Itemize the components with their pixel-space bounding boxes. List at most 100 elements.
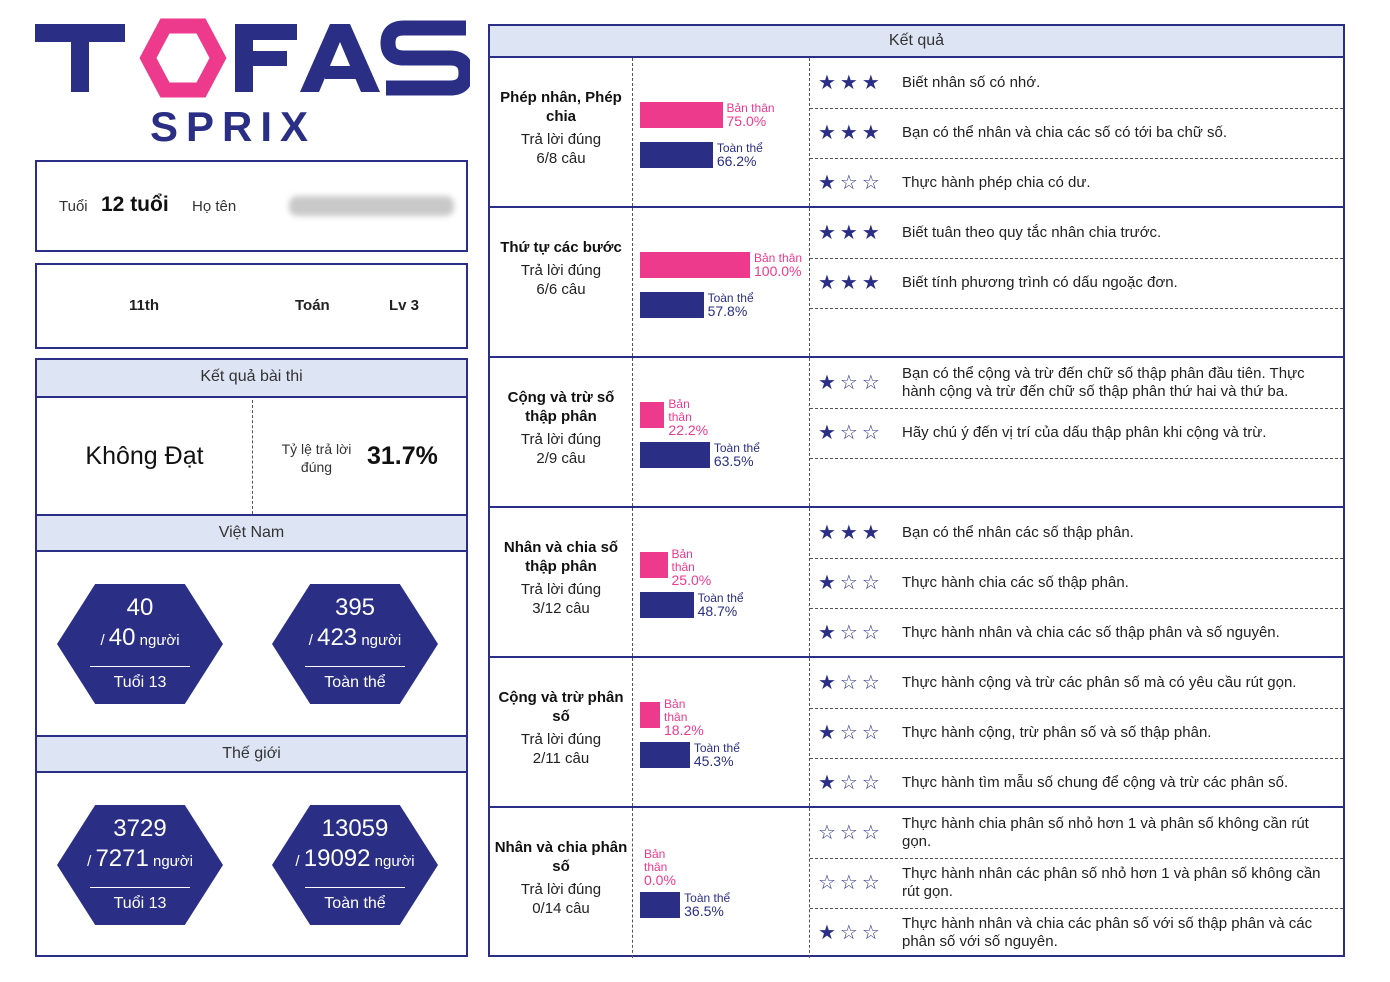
world-age-rank: 3729 / 7271 người Tuổi 13: [57, 805, 223, 925]
self-score-label: Bản thân 18.2%: [664, 698, 704, 738]
name-label: Họ tên: [192, 198, 237, 215]
skill-item: ★☆☆ Thực hành tìm mẫu số chung để cộng và…: [810, 758, 1343, 808]
overall-label-text: Toàn thể: [716, 141, 763, 155]
topic-row: Nhân và chia số thập phân Trả lời đúng 3/1…: [490, 508, 1343, 658]
skill-item: ★★★ Biết tính phương trình có dấu ngoặc đ…: [810, 258, 1343, 308]
item-divider: [810, 858, 1343, 859]
world-header: Thế giới: [37, 735, 466, 773]
overall-label-text: Toàn thể: [707, 291, 754, 305]
rank-total: 7271: [95, 845, 149, 872]
answered-score: 6/8 câu: [536, 150, 586, 167]
rank-group: Toàn thể: [324, 895, 386, 912]
topic-title: Cộng và trừ số thập phân: [507, 389, 615, 425]
item-divider: [810, 458, 1343, 459]
star-rating-icon: ★☆☆: [818, 622, 884, 644]
skill-description: Bạn có thể nhân và chia các số có tới ba…: [902, 124, 1228, 141]
divider: [632, 508, 633, 656]
topic-title: Cộng và trừ phân số: [498, 689, 624, 725]
item-divider: [810, 258, 1343, 259]
rank-unit: người: [153, 853, 193, 870]
exam-result-header: Kết quả bài thi: [37, 360, 466, 398]
star-rating-icon: ★★★: [818, 522, 884, 544]
vietnam-age-rank: 40 / 40 người Tuổi 13: [57, 584, 223, 704]
item-divider: [810, 708, 1343, 709]
overall-label-text: Toàn thể: [693, 741, 740, 755]
divider: [632, 358, 633, 506]
overall-pct: 66.2%: [716, 153, 757, 169]
self-pct: 75.0%: [726, 113, 767, 129]
divider: [632, 208, 633, 356]
self-label-text: Bản thân: [664, 697, 688, 724]
topic-row: Thứ tự các bước Trả lời đúng 6/6 câu Bản th…: [490, 208, 1343, 358]
self-label-text: Bản thân: [754, 251, 803, 265]
skill-item: ★☆☆ Bạn có thể cộng và trừ đến chữ số thậ…: [810, 358, 1343, 408]
student-info: Tuổi 12 tuổi Họ tên: [35, 160, 468, 252]
topic-title: Thứ tự các bước: [500, 239, 622, 256]
sprix-wordmark: SPRIX: [150, 103, 316, 149]
topic-row: Nhân và chia phân số Trả lời đúng 0/14 câu…: [490, 808, 1343, 958]
star-rating-icon: ★☆☆: [818, 372, 884, 394]
svg-text:SPRIX: SPRIX: [150, 103, 316, 149]
skill-item: ★☆☆ Thực hành nhân và chia các phân số vớ…: [810, 908, 1343, 958]
divider: [809, 508, 810, 656]
self-pct: 25.0%: [671, 572, 712, 588]
topic-row: Cộng và trừ số thập phân Trả lời đúng 2/9 …: [490, 358, 1343, 508]
answered-label: Trả lời đúng: [520, 262, 602, 279]
skill-item: ★★★ Bạn có thể nhân và chia các số có tới…: [810, 108, 1343, 158]
item-divider: [810, 908, 1343, 909]
skill-description: Biết nhân số có nhớ.: [902, 74, 1041, 91]
overall-score-bar: [640, 742, 690, 768]
results-header: Kết quả: [490, 26, 1343, 58]
divider: [809, 58, 810, 206]
skill-description: Thực hành cộng và trừ các phân số mà có …: [902, 674, 1297, 691]
correct-rate-value: 31.7%: [367, 442, 438, 470]
overall-label-text: Toàn thể: [697, 591, 744, 605]
item-divider: [810, 558, 1343, 559]
overall-label-text: Toàn thể: [684, 891, 731, 905]
overall-score-label: Toàn thể 45.3%: [694, 742, 740, 769]
vietnam-all-rank: 395 / 423 người Toàn thể: [272, 584, 438, 704]
skill-description: Biết tuân theo quy tắc nhân chia trước.: [902, 224, 1162, 241]
star-rating-icon: ☆☆☆: [818, 822, 884, 844]
skill-description: Bạn có thể nhân các số thập phân.: [902, 524, 1134, 541]
skill-item: ★☆☆ Thực hành nhân và chia các số thập ph…: [810, 608, 1343, 658]
item-divider: [810, 308, 1343, 309]
divider: [632, 658, 633, 806]
rank-unit: người: [361, 632, 402, 649]
divider: [809, 658, 810, 806]
self-label-text: Bản thân: [668, 397, 692, 424]
overall-pct: 36.5%: [684, 903, 724, 919]
answered-score: 0/14 câu: [532, 900, 590, 917]
world-all-rank: 13059 / 19092 người Toàn thể: [272, 805, 438, 925]
star-rating-icon: ★☆☆: [818, 422, 884, 444]
answered-label: Trả lời đúng: [520, 881, 602, 898]
answered-score: 3/12 câu: [532, 600, 590, 617]
star-rating-icon: ★☆☆: [818, 722, 884, 744]
skill-description: Thực hành chia các số thập phân.: [902, 574, 1129, 591]
item-divider: [810, 758, 1343, 759]
self-pct: 18.2%: [664, 722, 704, 738]
exam-verdict: Không Đạt: [85, 442, 204, 470]
item-divider: [810, 108, 1343, 109]
divider: [809, 808, 810, 958]
self-pct: 0.0%: [644, 872, 676, 888]
skill-item: ★☆☆ Thực hành cộng và trừ các phân số mà …: [810, 658, 1343, 708]
topic-row: Cộng và trừ phân số Trả lời đúng 2/11 câu B…: [490, 658, 1343, 808]
rank-total: 19092: [303, 845, 371, 872]
rank-value: 3729: [113, 815, 167, 842]
skill-item: ★☆☆ Thực hành chia các số thập phân.: [810, 558, 1343, 608]
star-rating-icon: ★☆☆: [818, 922, 884, 944]
self-pct: 100.0%: [754, 263, 802, 279]
overall-score-bar: [640, 892, 681, 918]
self-pct: 22.2%: [668, 422, 709, 438]
self-score-label: Bản thân 22.2%: [668, 398, 708, 438]
item-divider: [810, 608, 1343, 609]
self-score-label: Bản thân 0.0%: [644, 848, 676, 888]
topic-results-panel: Kết quả Phép nhân, Phép chia Trả lời đúng…: [488, 24, 1345, 958]
rank-group: Tuổi 13: [113, 895, 167, 912]
self-score-bar: [640, 702, 661, 728]
item-divider: [810, 158, 1343, 159]
self-label-text: Bản thân: [644, 847, 668, 874]
overall-score-bar: [640, 442, 710, 468]
answered-score: 2/11 câu: [532, 750, 590, 767]
